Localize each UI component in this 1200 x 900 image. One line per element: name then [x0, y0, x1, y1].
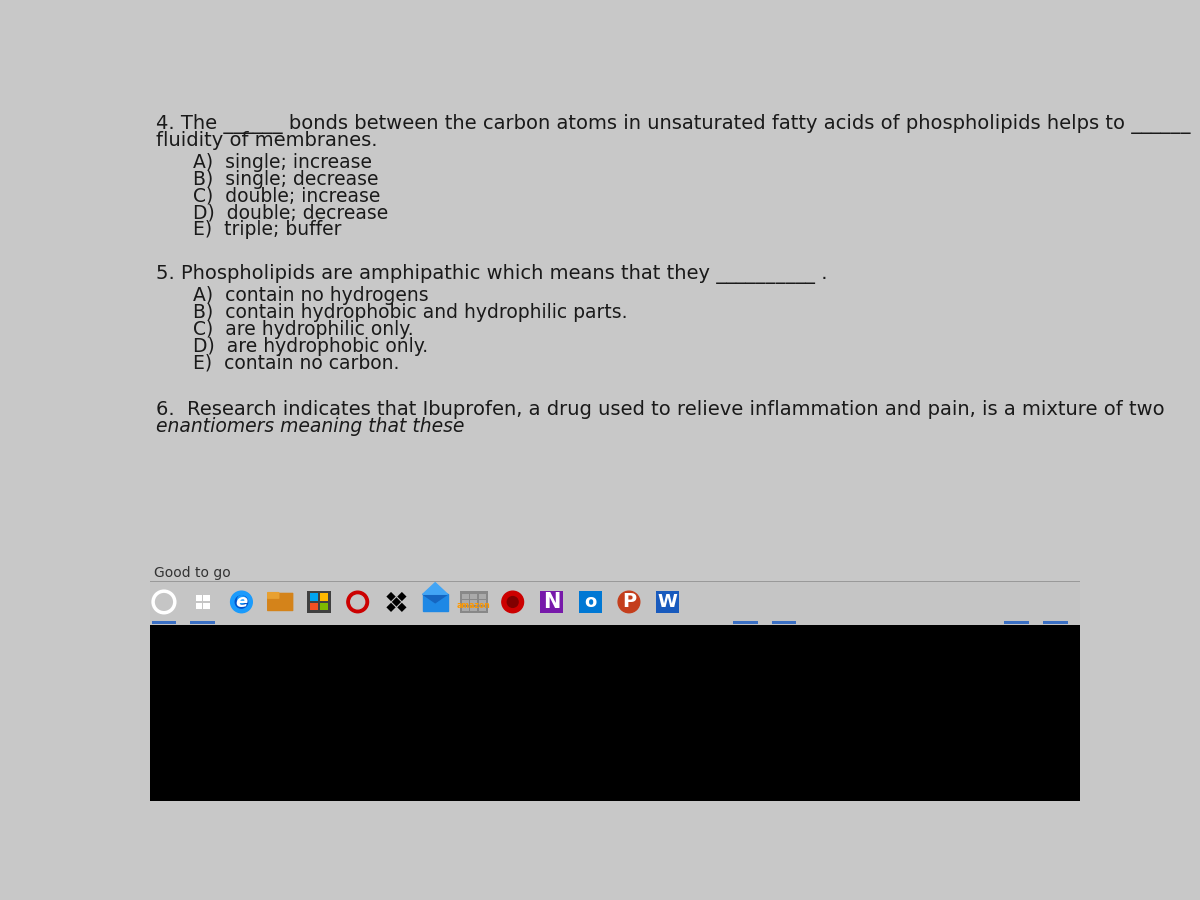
Bar	[479, 600, 486, 605]
Circle shape	[347, 591, 368, 613]
Bar	[319, 603, 329, 610]
Bar	[460, 591, 488, 613]
Bar	[772, 621, 797, 624]
Circle shape	[618, 591, 640, 613]
Bar	[150, 626, 1080, 801]
Bar	[196, 595, 202, 601]
Text: 5. Phospholipids are amphipathic which means that they __________ .: 5. Phospholipids are amphipathic which m…	[156, 265, 828, 284]
Text: E)  triple; buffer: E) triple; buffer	[193, 220, 341, 239]
Bar	[196, 603, 202, 609]
Circle shape	[238, 596, 245, 604]
Text: 6.  Research indicates that Ibuprofen, a drug used to relieve inflammation and p: 6. Research indicates that Ibuprofen, a …	[156, 400, 1165, 419]
Text: o: o	[584, 593, 596, 611]
Bar	[150, 581, 1080, 582]
Polygon shape	[422, 594, 448, 611]
Circle shape	[502, 591, 523, 613]
Bar	[150, 581, 1080, 625]
Text: C)  double; increase: C) double; increase	[193, 186, 380, 205]
Bar	[307, 591, 330, 613]
Bar	[470, 594, 478, 598]
Bar	[151, 621, 176, 624]
Text: P: P	[622, 592, 636, 611]
Text: enantiomers meaning that these: enantiomers meaning that these	[156, 417, 464, 436]
Text: D)  are hydrophobic only.: D) are hydrophobic only.	[193, 337, 427, 356]
Bar	[204, 603, 210, 609]
Bar	[470, 600, 478, 605]
Circle shape	[230, 591, 252, 613]
Bar	[733, 621, 757, 624]
Text: E)  contain no carbon.: E) contain no carbon.	[193, 354, 398, 373]
Polygon shape	[422, 594, 448, 603]
Bar	[470, 607, 478, 611]
Text: amazon: amazon	[457, 600, 491, 609]
Bar	[204, 595, 210, 601]
Text: A)  contain no hydrogens: A) contain no hydrogens	[193, 286, 428, 305]
Circle shape	[508, 597, 518, 608]
Text: B)  contain hydrophobic and hydrophilic parts.: B) contain hydrophobic and hydrophilic p…	[193, 302, 628, 322]
Bar	[479, 594, 486, 598]
Text: N: N	[542, 592, 560, 612]
Bar	[462, 607, 468, 611]
Text: Good to go: Good to go	[154, 566, 230, 580]
Text: A)  single; increase: A) single; increase	[193, 153, 372, 172]
Text: C)  are hydrophilic only.: C) are hydrophilic only.	[193, 320, 413, 338]
Bar	[479, 607, 486, 611]
Circle shape	[235, 596, 247, 608]
Text: B)  single; decrease: B) single; decrease	[193, 169, 378, 189]
Text: D)  double; decrease: D) double; decrease	[193, 203, 388, 222]
Bar	[1043, 621, 1068, 624]
Bar	[540, 591, 563, 613]
Bar	[191, 621, 215, 624]
Bar	[462, 594, 468, 598]
Bar	[310, 603, 318, 610]
Bar	[1004, 621, 1028, 624]
Bar	[656, 591, 679, 613]
Bar	[462, 600, 468, 605]
FancyBboxPatch shape	[268, 593, 293, 611]
Text: 4. The ______ bonds between the carbon atoms in unsaturated fatty acids of phosp: 4. The ______ bonds between the carbon a…	[156, 114, 1190, 134]
Bar	[310, 593, 318, 601]
Bar	[319, 593, 329, 601]
Polygon shape	[422, 582, 448, 594]
Text: e: e	[235, 593, 247, 611]
Text: W: W	[658, 593, 678, 611]
FancyBboxPatch shape	[268, 592, 280, 598]
Text: fluidity of membranes.: fluidity of membranes.	[156, 131, 378, 150]
Bar	[578, 591, 602, 613]
Circle shape	[350, 595, 365, 609]
